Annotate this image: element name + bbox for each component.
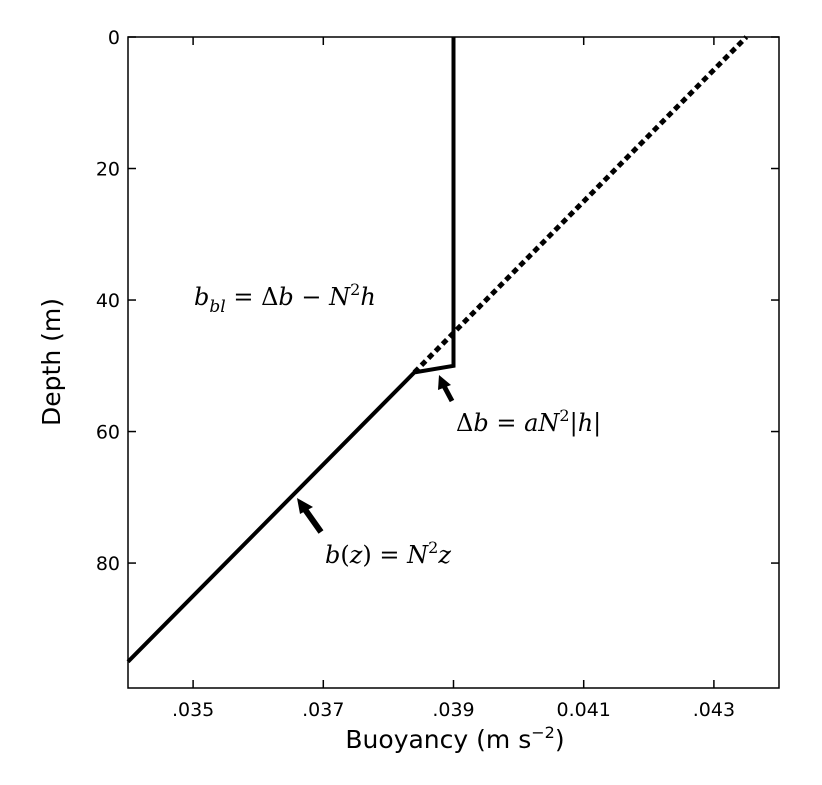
y-tick-label: 60 <box>96 422 120 444</box>
ticks-layer: .035 .037 .039 0.041 .043 0 20 40 60 80 <box>96 27 779 721</box>
x-tick-label: .037 <box>302 699 344 721</box>
series-line-dotted <box>412 35 749 375</box>
annotation-bz: b(z) = N2z <box>325 538 451 569</box>
plot-layer <box>126 35 749 664</box>
y-tick-label: 0 <box>108 27 120 49</box>
x-tick-label: 0.041 <box>556 699 610 721</box>
annotation-bbl: bbl = Δb − N2h <box>194 280 376 317</box>
y-tick-label: 20 <box>96 159 120 181</box>
arrow-delta-b <box>438 375 455 403</box>
y-axis-title: Depth (m) <box>37 298 66 426</box>
y-tick-label: 40 <box>96 290 120 312</box>
x-axis-title: Buoyancy (m s−2) <box>345 723 564 754</box>
x-tick-label: .035 <box>172 699 214 721</box>
x-tick-label: .039 <box>432 699 474 721</box>
x-tick-label: .043 <box>693 699 735 721</box>
annotation-delta-b: Δb = aN2|h| <box>456 406 601 438</box>
series-line-solid <box>126 37 456 664</box>
arrow-bz <box>297 498 324 534</box>
y-tick-label: 80 <box>96 553 120 575</box>
